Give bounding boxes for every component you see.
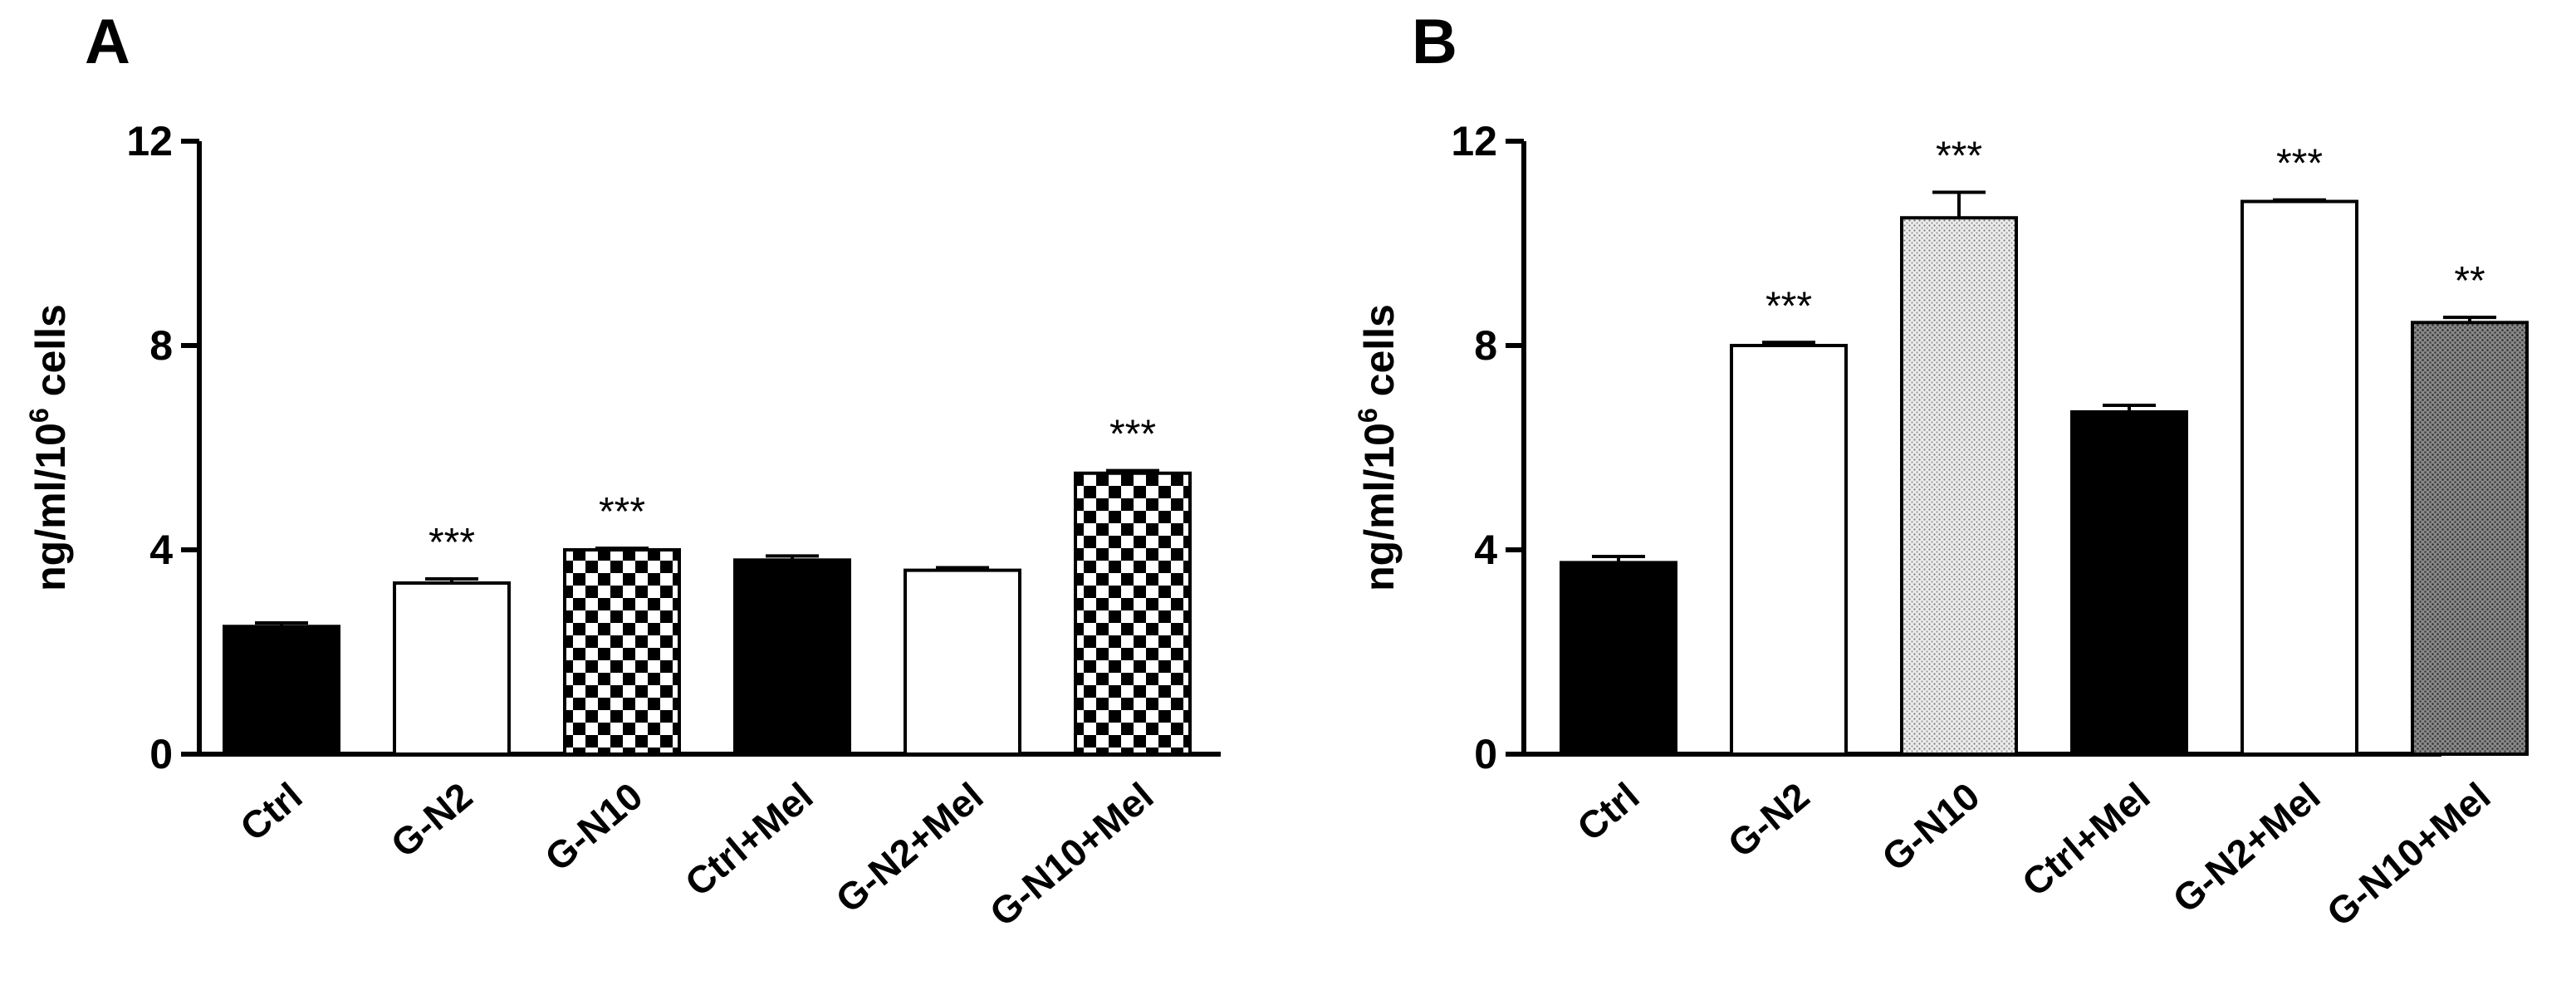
category-label-b-5: G-N10+Mel [2319, 774, 2499, 934]
significance-label-a-1: *** [429, 521, 475, 565]
bar-a-0 [223, 625, 340, 756]
category-label-b-2: G-N10 [1873, 774, 1987, 880]
significance-label-a-2: *** [599, 490, 645, 534]
bar-a-5 [1074, 471, 1192, 756]
panel-letter-b: B [1412, 7, 1457, 77]
y-tick-label-a-2: 8 [149, 322, 173, 369]
category-label-a-0: Ctrl [232, 774, 310, 850]
category-label-a-1: G-N2 [383, 774, 481, 865]
y-tick-label-a-3: 12 [126, 118, 173, 164]
y-tick-label-a-0: 0 [149, 731, 173, 777]
y-tick-label-a-1: 4 [149, 527, 173, 573]
significance-label-a-5: *** [1109, 413, 1156, 457]
y-axis-label-b: ng/ml/106 cells [1353, 304, 1403, 591]
significance-label-b-5: ** [2454, 259, 2485, 303]
significance-label-b-4: *** [2276, 142, 2323, 186]
category-label-b-0: Ctrl [1569, 774, 1647, 850]
y-tick-label-b-1: 4 [1474, 527, 1497, 573]
category-label-a-4: G-N2+Mel [827, 774, 991, 921]
category-label-b-4: G-N2+Mel [2164, 774, 2328, 921]
bar-b-4 [2241, 199, 2358, 756]
bar-b-2 [1900, 216, 2018, 756]
y-tick-label-b-3: 12 [1451, 118, 1497, 164]
bar-a-2 [563, 548, 681, 756]
y-axis-label-a: ng/ml/106 cells [24, 304, 74, 591]
bar-b-0 [1560, 561, 1677, 756]
bar-a-3 [733, 558, 851, 756]
bar-b-1 [1730, 344, 1848, 756]
y-tick-label-b-2: 8 [1474, 322, 1497, 369]
bar-a-4 [904, 568, 1021, 756]
panel-letter-a: A [85, 7, 130, 77]
category-label-a-3: Ctrl+Mel [677, 774, 820, 904]
category-label-b-3: Ctrl+Mel [2014, 774, 2157, 904]
chart-panel-b: B 0 4 8 12 ng/ml/106 cells Ctrl *** G-N2 *** G-N10… [1353, 7, 2529, 934]
bar-a-1 [393, 581, 511, 756]
bar-b-5 [2411, 321, 2529, 756]
significance-label-b-2: *** [1936, 135, 1982, 179]
significance-label-b-1: *** [1765, 284, 1812, 328]
category-label-a-2: G-N10 [536, 774, 650, 880]
chart-panel-a: A 0 4 8 12 ng/ml/106 cells Ctrl *** G-N2 *** G-N10… [24, 7, 1221, 934]
category-label-b-1: G-N2 [1720, 774, 1818, 865]
bar-b-3 [2070, 409, 2188, 756]
category-label-a-5: G-N10+Mel [982, 774, 1162, 934]
y-tick-label-b-0: 0 [1474, 731, 1497, 777]
